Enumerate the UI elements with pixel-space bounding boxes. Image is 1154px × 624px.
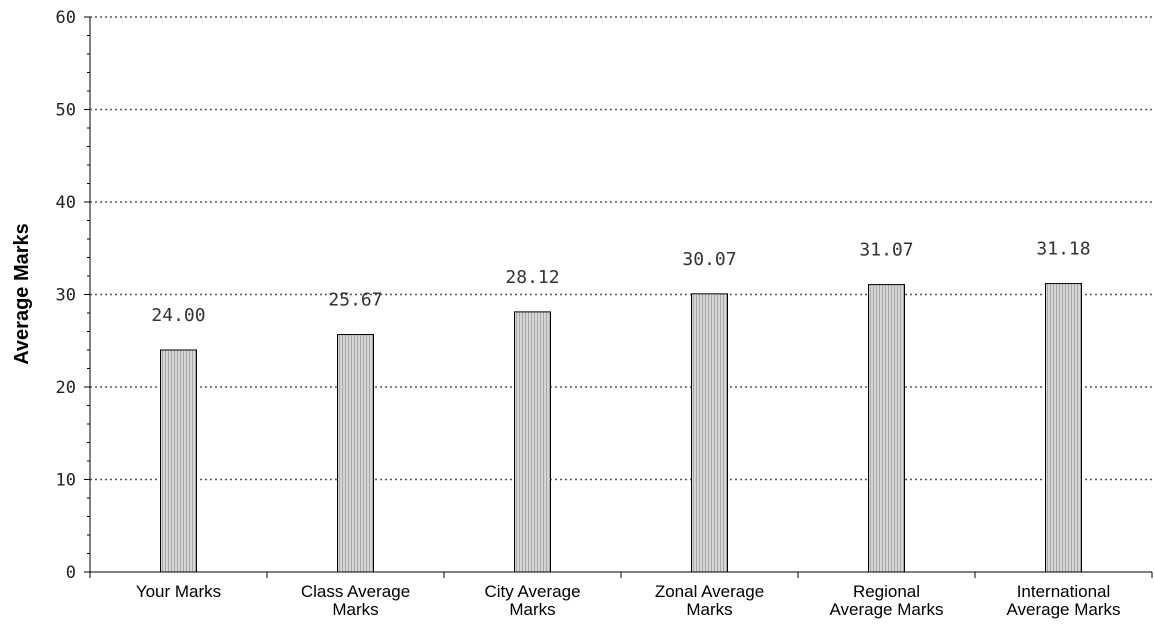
y-tick-label-30: 30 xyxy=(56,286,76,306)
category-label-line: Regional xyxy=(853,582,920,601)
data-label-3: 30.07 xyxy=(682,249,736,270)
bar-0 xyxy=(160,349,197,573)
category-label-line: Average Marks xyxy=(829,600,943,619)
category-label-line: International xyxy=(1017,582,1111,601)
y-axis-title: Average Marks xyxy=(11,223,33,365)
category-label-line: Average Marks xyxy=(1006,600,1120,619)
category-label-0: Your Marks xyxy=(136,582,221,601)
y-tick-label-40: 40 xyxy=(56,193,76,213)
category-label-1: Class Average Marks xyxy=(301,582,410,619)
bar-5 xyxy=(1045,283,1082,573)
category-label-5: International Average Marks xyxy=(1006,582,1120,619)
category-label-2: City Average Marks xyxy=(484,582,580,619)
category-label-4: Regional Average Marks xyxy=(829,582,943,619)
y-tick-label-10: 10 xyxy=(56,471,76,491)
y-tick-label-60: 60 xyxy=(56,8,76,28)
category-label-line: City Average xyxy=(484,582,580,601)
labels: 0 10 20 30 40 50 60 24.00 Your Marks 25.67 Class A… xyxy=(56,8,1121,619)
category-label-line: Your Marks xyxy=(136,582,221,601)
axes xyxy=(84,16,1153,578)
category-label-line: Marks xyxy=(686,600,732,619)
data-label-0: 24.00 xyxy=(151,305,205,326)
bar-4 xyxy=(868,284,905,573)
bar-1 xyxy=(337,334,374,573)
data-label-5: 31.18 xyxy=(1036,239,1090,260)
data-label-4: 31.07 xyxy=(859,240,913,261)
y-tick-label-0: 0 xyxy=(66,563,76,583)
data-label-2: 28.12 xyxy=(505,267,559,288)
category-label-3: Zonal Average Marks xyxy=(655,582,764,619)
bars xyxy=(160,283,1082,573)
y-tick-label-20: 20 xyxy=(56,378,76,398)
category-label-line: Class Average xyxy=(301,582,410,601)
grid-lines xyxy=(90,16,1152,481)
bar-3 xyxy=(691,293,728,573)
category-label-line: Marks xyxy=(509,600,555,619)
bar-2 xyxy=(514,311,551,573)
y-tick-label-50: 50 xyxy=(56,101,76,121)
category-label-line: Zonal Average xyxy=(655,582,764,601)
data-label-1: 25.67 xyxy=(328,290,382,311)
category-label-line: Marks xyxy=(332,600,378,619)
